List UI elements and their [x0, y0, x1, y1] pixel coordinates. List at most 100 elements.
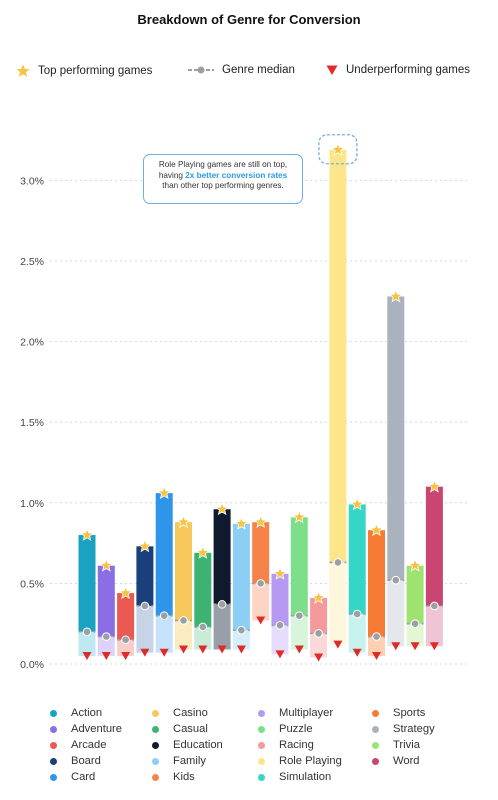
annotation-line-2-prefix: having [158, 170, 186, 180]
y-tick-label: 2.0% [20, 337, 44, 349]
bar-upper-segment [194, 552, 212, 627]
bar-lower-segment [136, 605, 154, 653]
underperforming-marker [410, 642, 420, 651]
legend-label-genre-median: Genre median [222, 64, 295, 76]
annotation-highlight: 2x better conversion rates [185, 170, 288, 180]
legend-dot-icon [50, 773, 57, 781]
median-dot [159, 611, 169, 620]
legend-dot-icon [50, 709, 57, 717]
underperforming-marker [275, 650, 285, 659]
top-legend: Top performing games Genre median Underp… [0, 64, 498, 84]
top-star-marker [427, 479, 442, 493]
bar-upper-segment [155, 493, 173, 616]
bar-upper-segment [290, 517, 308, 616]
annotation-line-2: having 2x better conversion rates [144, 171, 302, 182]
bar-lower-segment [290, 615, 308, 650]
median-dot [333, 558, 343, 567]
legend-dot-icon [372, 741, 379, 749]
genre-legend-label: Card [71, 771, 96, 783]
bar-lower-segment [155, 615, 173, 653]
genre-legend-label: Action [71, 707, 103, 719]
annotation-callout: Role Playing games are still on top, hav… [143, 154, 303, 204]
top-star-marker [311, 590, 326, 604]
y-tick-label: 1.0% [20, 498, 44, 510]
top-star-marker [215, 501, 230, 516]
genre-legend-item: Education [152, 739, 223, 751]
top-star-marker [99, 558, 114, 572]
genre-legend-item: Puzzle [258, 723, 313, 735]
median-dot [256, 579, 266, 588]
top-star-marker [369, 522, 384, 537]
genre-legend-item: Adventure [50, 723, 122, 735]
top-star-marker [408, 558, 423, 572]
legend-dot-icon [258, 741, 265, 749]
bar-upper-segment [117, 593, 135, 640]
genre-legend-label: Casino [173, 707, 208, 719]
bar-lower-segment [232, 630, 250, 650]
genre-legend-label: Multiplayer [279, 707, 334, 719]
genre-legend-label: Word [393, 755, 420, 767]
legend-label-top-performing: Top performing games [38, 65, 153, 77]
genre-legend-label: Arcade [71, 739, 107, 751]
bar-upper-segment [136, 546, 154, 606]
legend-item-genre-median: Genre median [188, 64, 295, 76]
underperforming-marker [333, 640, 343, 649]
bar-upper-segment [232, 523, 250, 631]
y-tick-label: 1.5% [20, 417, 44, 429]
y-tick-label: 2.5% [20, 256, 44, 268]
median-dot [237, 625, 246, 635]
genre-legend-label: Strategy [393, 723, 435, 735]
median-dot [121, 635, 130, 645]
genre-legend-item: Sports [372, 707, 425, 719]
underperforming-marker [217, 645, 227, 654]
underperforming-marker [198, 645, 208, 654]
legend-dot-icon [152, 709, 159, 717]
bar-lower-segment [252, 583, 270, 621]
bar-lower-segment [406, 623, 424, 647]
bar-upper-segment [213, 509, 231, 605]
underperforming-marker [429, 642, 439, 651]
chart-plot: 0.0% 0.5% 1.0% 1.5% 2.0% 2.5% 3.0% [20, 134, 470, 671]
bar-upper-segment [387, 296, 405, 581]
triangle-down-icon [326, 65, 338, 75]
genre-legend-label: Sports [393, 707, 426, 719]
genre-legend-label: Puzzle [279, 723, 313, 735]
top-star-marker [118, 585, 133, 600]
median-dot [314, 629, 323, 638]
bar-upper-segment [348, 504, 366, 615]
genre-legend-label: Casual [173, 723, 208, 735]
legend-dot-icon [152, 725, 159, 733]
underperforming-marker [179, 645, 188, 654]
bar-lower-segment [348, 614, 366, 653]
genre-legend-label: Simulation [279, 771, 332, 783]
bar-upper-segment [310, 597, 328, 634]
bar-upper-segment [78, 535, 96, 632]
underperforming-marker [140, 648, 150, 657]
median-dot [430, 601, 439, 611]
top-star-marker [330, 142, 345, 156]
median-dot [410, 619, 420, 629]
bar-upper-segment [425, 486, 443, 606]
genre-legend-item: Card [50, 771, 95, 783]
genre-legend-label: Education [173, 739, 223, 751]
median-line-icon [188, 66, 214, 74]
genre-legend-label: Trivia [393, 739, 420, 751]
median-dot [217, 600, 227, 609]
bar-lower-segment [387, 580, 405, 647]
underperforming-marker [121, 651, 131, 660]
median-dot [295, 611, 304, 620]
genre-legend-item: Casino [152, 707, 208, 719]
genre-legend-item: Strategy [372, 723, 435, 735]
genre-legend-item: Racing [258, 739, 314, 751]
median-dot [372, 632, 381, 641]
legend-dot-icon [50, 741, 57, 749]
top-star-marker [234, 516, 249, 530]
median-dot [82, 627, 92, 637]
top-star-marker [157, 485, 172, 500]
underperforming-marker [372, 651, 381, 660]
chart-title: Breakdown of Genre for Conversion [137, 12, 361, 27]
y-tick-label: 3.0% [20, 175, 44, 187]
top-star-marker [176, 514, 191, 529]
genre-legend-item: Casual [152, 723, 208, 735]
top-star-marker [137, 538, 152, 553]
